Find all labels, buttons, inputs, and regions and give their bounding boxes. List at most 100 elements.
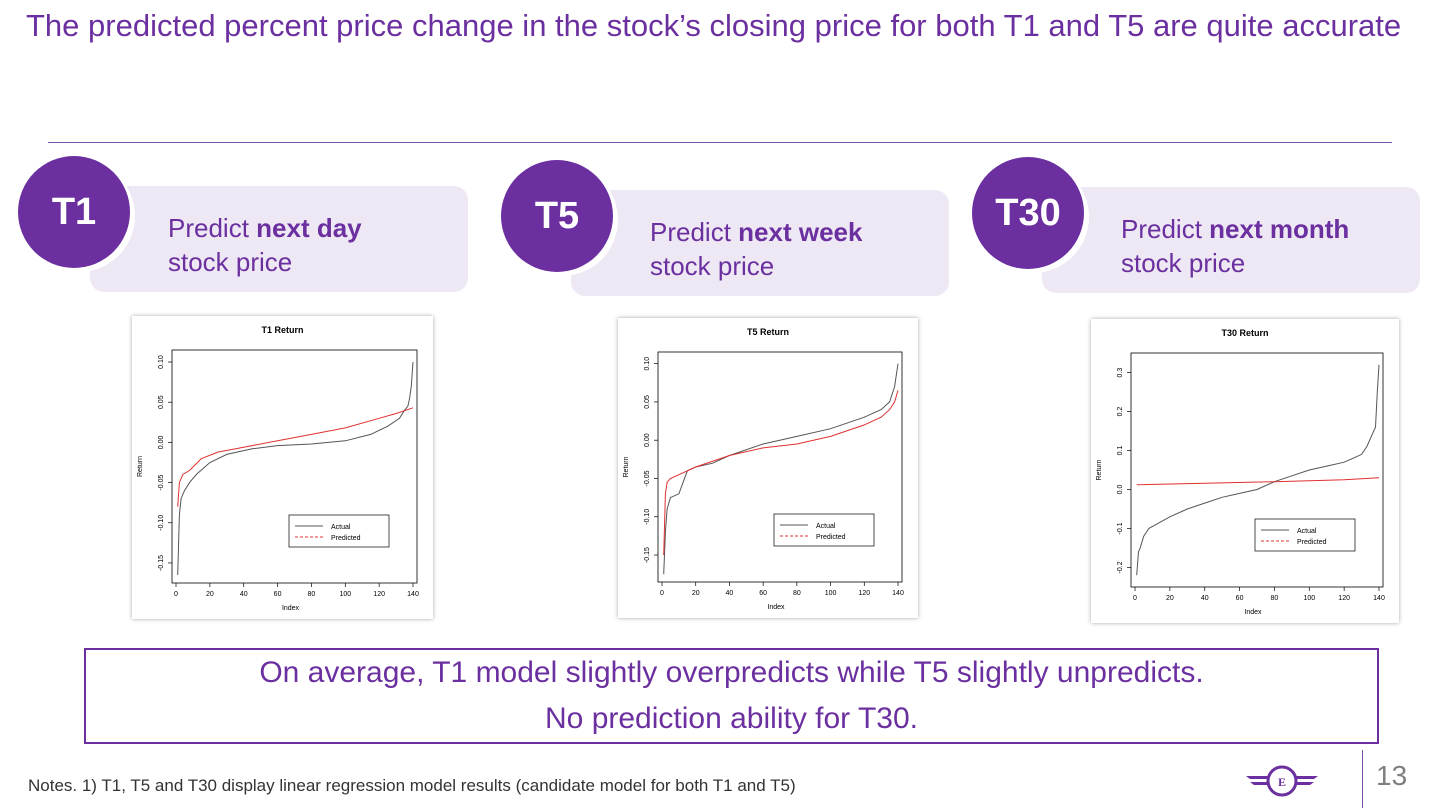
x-tick-label: 120 [373,591,385,598]
chart-t5-return: T5 Return 0 20 40 60 80 100 120 140 -0.15 -0.10 -0.… [618,318,918,618]
x-axis-label: Index [1244,609,1262,616]
legend-label-predicted: Predicted [331,535,361,542]
y-tick-label: -0.1 [1117,522,1124,534]
x-tick-label: 140 [892,590,904,597]
legend-label-predicted: Predicted [1297,539,1327,546]
card-t30-text: Predict next month stock price [1121,212,1349,280]
card-t1-text: Predict next day stock price [168,211,362,279]
y-tick-label: -0.15 [158,555,165,571]
summary-line-1: On average, T1 model slightly overpredic… [259,656,1204,689]
card-t5-text: Predict next week stock price [650,215,862,283]
x-tick-label: 0 [660,590,664,597]
y-tick-label: 0.1 [1117,446,1124,456]
y-tick-label: 0.2 [1117,407,1124,417]
x-tick-label: 140 [407,591,419,598]
badge-t30: T30 [972,157,1084,269]
slide-title: The predicted percent price change in th… [26,8,1402,43]
page-number: 13 [1376,760,1408,791]
x-tick-label: 60 [1236,595,1244,602]
company-logo: E [1244,760,1320,809]
y-tick-label: -0.10 [158,515,165,531]
x-tick-label: 140 [1373,595,1385,602]
legend-label-actual: Actual [816,523,836,530]
x-tick-label: 120 [1338,595,1350,602]
x-tick-label: 40 [726,590,734,597]
summary-box: On average, T1 model slightly overpredic… [84,648,1379,744]
chart-title: T1 Return [261,325,303,335]
x-tick-label: 120 [858,590,870,597]
x-tick-label: 100 [339,591,351,598]
plot-frame [1130,352,1384,588]
x-tick-label: 40 [1201,595,1209,602]
card-t30-bold: next month [1209,214,1350,244]
x-axis-label: Index [767,604,785,611]
x-tick-label: 60 [759,590,767,597]
y-tick-label: 0.10 [644,357,651,371]
series-line-predicted [1136,477,1380,486]
card-t5-bold: next week [738,217,863,247]
chart-t1-return: T1 Return 0 20 40 60 80 100 120 140 -0.15 -0.10 -0.… [132,316,433,619]
badge-t1: T1 [18,156,130,268]
card-t1-bold: next day [256,213,362,243]
card-t1-prefix: Predict [168,213,257,243]
logo-letter: E [1278,775,1286,789]
legend-label-predicted: Predicted [816,534,846,541]
x-tick-label: 40 [240,591,248,598]
legend-label-actual: Actual [1297,528,1317,535]
y-tick-label: 0.00 [158,435,165,449]
series-line-actual [1136,364,1380,576]
card-t5-rest: stock price [650,251,775,281]
y-tick-label: 0.00 [644,433,651,447]
footer-divider [1362,750,1363,808]
series-line-predicted [663,390,899,556]
y-tick-label: -0.15 [644,547,651,563]
x-tick-label: 80 [308,591,316,598]
plot-frame [171,349,418,584]
footnote: Notes. 1) T1, T5 and T30 display linear … [28,776,796,795]
series-line-actual [177,361,414,576]
x-tick-label: 20 [692,590,700,597]
x-axis-label: Index [282,605,300,612]
y-tick-label: -0.2 [1117,561,1124,573]
card-t30-rest: stock price [1121,248,1246,278]
x-tick-label: 20 [206,591,214,598]
card-t1-rest: stock price [168,247,293,277]
card-t30-prefix: Predict [1121,214,1210,244]
y-tick-label: 0.10 [158,355,165,369]
chart-t5-svg: T5 Return 0 20 40 60 80 100 120 140 -0.15 -0.10 -0.… [623,327,904,611]
x-tick-label: 80 [1271,595,1279,602]
chart-t1-svg: T1 Return 0 20 40 60 80 100 120 140 -0.15 -0.10 -0.… [137,325,419,612]
y-tick-label: -0.05 [644,470,651,486]
card-t5-prefix: Predict [650,217,739,247]
x-tick-label: 100 [825,590,837,597]
y-axis-label: Return [137,456,144,477]
legend-box [288,514,390,548]
y-tick-label: 0.05 [158,395,165,409]
y-tick-label: 0.05 [644,395,651,409]
x-tick-label: 100 [1303,595,1315,602]
chart-t30-return: T30 Return 0 20 40 60 80 100 120 140 -0.2 -0.1 0.0 0… [1091,319,1399,623]
chart-title: T5 Return [747,327,789,337]
title-divider [48,142,1392,143]
card-t1 [90,186,468,292]
chart-title: T30 Return [1221,328,1268,338]
legend-label-actual: Actual [331,524,351,531]
legend-box [1254,518,1356,552]
y-tick-label: 0.3 [1117,368,1124,378]
badge-t5: T5 [501,160,613,272]
y-axis-label: Return [623,456,630,477]
card-t5 [571,190,949,296]
legend-box [773,513,875,547]
plot-frame [657,351,903,583]
card-t30 [1042,187,1420,293]
summary-line-2: No prediction ability for T30. [545,702,918,735]
x-tick-label: 60 [274,591,282,598]
x-tick-label: 20 [1166,595,1174,602]
y-tick-label: 0.0 [1117,485,1124,495]
series-line-predicted [177,407,414,507]
chart-t30-svg: T30 Return 0 20 40 60 80 100 120 140 -0.2 -0.1 0.0 0… [1096,328,1385,616]
y-tick-label: -0.10 [644,509,651,525]
x-tick-label: 0 [174,591,178,598]
y-tick-label: -0.05 [158,474,165,490]
y-axis-label: Return [1096,459,1103,480]
